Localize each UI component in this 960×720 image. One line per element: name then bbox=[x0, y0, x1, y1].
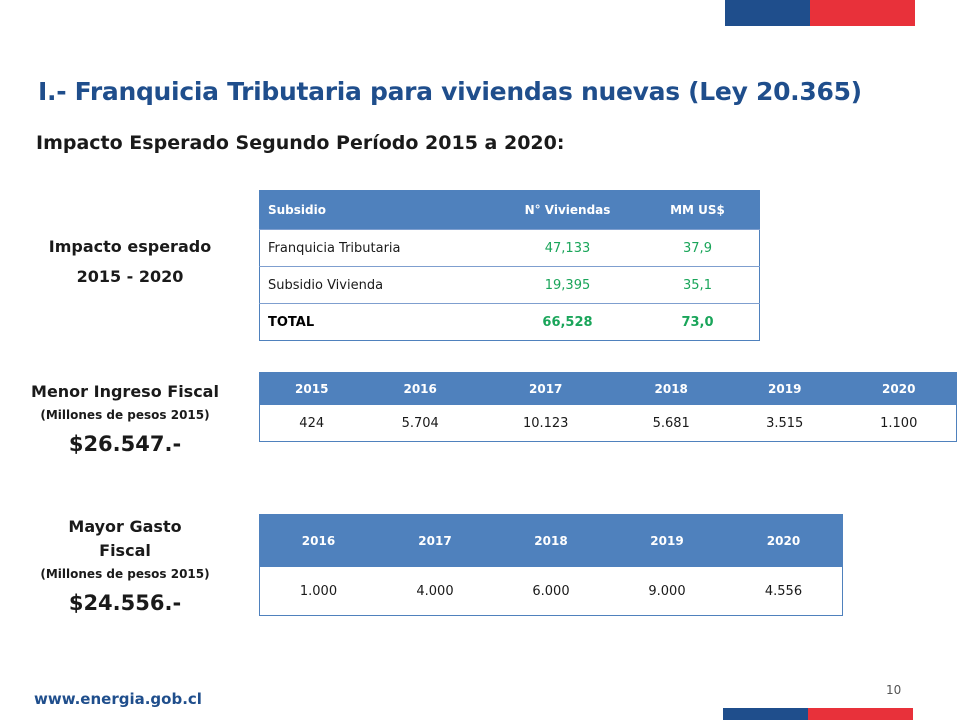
flag-red-bar bbox=[808, 708, 913, 720]
flag-decoration-top bbox=[725, 0, 915, 26]
income-label: Menor Ingreso Fiscal (Millones de pesos … bbox=[20, 380, 230, 462]
value-cell: 10.123 bbox=[522, 415, 569, 431]
cell-subsidy-name: TOTAL bbox=[259, 303, 499, 341]
value-cell: 6.000 bbox=[532, 583, 570, 599]
year-header: 2017 bbox=[376, 514, 493, 567]
table-header-row: 2016 2017 2018 2019 2020 bbox=[259, 514, 843, 567]
spending-label-unit: (Millones de pesos 2015) bbox=[40, 567, 210, 581]
value-cell: 4.556 bbox=[764, 583, 803, 599]
cell-subsidy-name: Subsidio Vivienda bbox=[259, 266, 499, 304]
year-header: 2020 bbox=[724, 514, 843, 567]
value-cell: 3.515 bbox=[766, 415, 804, 431]
value-cell: 5.681 bbox=[652, 415, 690, 431]
impact-label: Impacto esperado 2015 - 2020 bbox=[30, 232, 230, 292]
spending-label-line1: Mayor Gasto bbox=[68, 517, 182, 536]
cell-subsidy-name: Franquicia Tributaria bbox=[259, 229, 499, 267]
table-row-total: TOTAL 66,528 73,0 bbox=[259, 303, 760, 341]
cell-viviendas: 66,528 bbox=[499, 303, 636, 341]
spending-amount: $24.556.- bbox=[68, 591, 182, 615]
year-header: 2016 bbox=[259, 514, 377, 567]
value-cell: 9.000 bbox=[648, 583, 686, 599]
income-table: 2015 2016 2017 2018 2019 2020 424 5.704 … bbox=[259, 372, 957, 442]
flag-blue-bar bbox=[725, 0, 810, 26]
value-cell: 424 bbox=[299, 415, 325, 431]
flag-blue-bar bbox=[723, 708, 808, 720]
value-cell: 1.100 bbox=[880, 415, 918, 431]
impact-label-line2: 2015 - 2020 bbox=[76, 267, 184, 286]
year-header: 2018 bbox=[614, 372, 728, 405]
table-row: 1.000 4.000 6.000 9.000 4.556 bbox=[260, 567, 843, 616]
slide-subtitle: Impacto Esperado Segundo Período 2015 a … bbox=[36, 132, 565, 154]
income-amount: $26.547.- bbox=[68, 432, 182, 456]
page-number: 10 bbox=[886, 683, 902, 697]
table-header-row: 2015 2016 2017 2018 2019 2020 bbox=[259, 372, 957, 405]
header-mm-usd: MM US$ bbox=[636, 190, 760, 230]
table-row: Franquicia Tributaria 47,133 37,9 bbox=[259, 229, 760, 267]
table-row: Subsidio Vivienda 19,395 35,1 bbox=[259, 266, 760, 304]
value-cell: 1.000 bbox=[299, 583, 338, 599]
slide-title: I.- Franquicia Tributaria para viviendas… bbox=[38, 77, 862, 106]
footer-url: www.energia.gob.cl bbox=[34, 690, 202, 708]
year-header: 2015 bbox=[259, 372, 364, 405]
year-header: 2017 bbox=[476, 372, 615, 405]
year-header: 2016 bbox=[363, 372, 477, 405]
year-header: 2018 bbox=[492, 514, 609, 567]
cell-mm-usd: 73,0 bbox=[636, 303, 760, 341]
spending-label-line2: Fiscal bbox=[99, 541, 151, 560]
impact-label-line1: Impacto esperado bbox=[48, 237, 212, 256]
impact-table: Subsidio N° Viviendas MM US$ Franquicia … bbox=[259, 190, 760, 341]
year-header: 2019 bbox=[608, 514, 725, 567]
spending-table: 2016 2017 2018 2019 2020 1.000 4.000 6.0… bbox=[259, 514, 843, 616]
table-row: 424 5.704 10.123 5.681 3.515 1.100 bbox=[260, 405, 957, 442]
flag-red-bar bbox=[810, 0, 915, 26]
cell-viviendas: 47,133 bbox=[499, 229, 636, 267]
flag-decoration-bottom bbox=[723, 708, 913, 720]
header-subsidio: Subsidio bbox=[259, 190, 499, 230]
year-header: 2020 bbox=[841, 372, 957, 405]
spending-label: Mayor Gasto Fiscal (Millones de pesos 20… bbox=[20, 515, 230, 621]
value-cell: 4.000 bbox=[416, 583, 454, 599]
table-header-row: Subsidio N° Viviendas MM US$ bbox=[259, 190, 760, 230]
cell-mm-usd: 35,1 bbox=[636, 266, 760, 304]
income-label-unit: (Millones de pesos 2015) bbox=[40, 408, 210, 422]
cell-mm-usd: 37,9 bbox=[636, 229, 760, 267]
income-label-title: Menor Ingreso Fiscal bbox=[31, 382, 219, 401]
cell-viviendas: 19,395 bbox=[499, 266, 636, 304]
value-cell: 5.704 bbox=[401, 415, 439, 431]
year-header: 2019 bbox=[727, 372, 842, 405]
header-viviendas: N° Viviendas bbox=[499, 190, 636, 230]
